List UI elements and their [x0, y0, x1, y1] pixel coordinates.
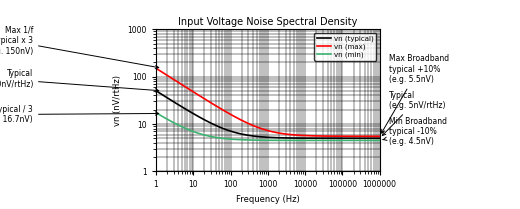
Line: vn (min): vn (min) [156, 113, 380, 140]
Title: Input Voltage Noise Spectral Density: Input Voltage Noise Spectral Density [178, 17, 357, 27]
Text: Typical
(e.g. 50nV/rtHz): Typical (e.g. 50nV/rtHz) [0, 69, 159, 92]
vn (max) [370, 135, 376, 138]
vn (max) [262, 129, 268, 131]
Text: Min 1/f typical / 3
(e.g. 16.7nV): Min 1/f typical / 3 (e.g. 16.7nV) [0, 105, 159, 124]
vn (typical) [164, 97, 171, 99]
vn (min) [370, 139, 376, 142]
vn (max) [164, 74, 171, 77]
Y-axis label: vn (nV/rtHz): vn (nV/rtHz) [113, 75, 122, 126]
vn (typical) [262, 136, 268, 138]
X-axis label: Frequency (Hz): Frequency (Hz) [236, 195, 300, 204]
Text: Typical
(e.g. 5nV/rtHz): Typical (e.g. 5nV/rtHz) [382, 91, 445, 135]
vn (min) [329, 139, 335, 142]
Line: vn (max): vn (max) [156, 68, 380, 136]
Text: Max Broadband
typical +10%
(e.g. 5.5nV): Max Broadband typical +10% (e.g. 5.5nV) [382, 54, 449, 133]
vn (typical) [370, 137, 376, 140]
vn (max) [329, 135, 335, 137]
vn (min) [376, 139, 383, 142]
vn (max) [256, 126, 262, 129]
vn (typical) [370, 137, 376, 140]
vn (min) [256, 139, 262, 141]
Text: Min Broadband
typical -10%
(e.g. 4.5nV): Min Broadband typical -10% (e.g. 4.5nV) [383, 117, 447, 147]
vn (typical) [376, 137, 383, 140]
vn (min) [370, 139, 376, 142]
vn (max) [370, 135, 376, 138]
vn (typical) [153, 89, 159, 92]
Line: vn (typical): vn (typical) [156, 91, 380, 138]
vn (typical) [256, 135, 262, 138]
vn (typical) [329, 137, 335, 139]
vn (min) [153, 111, 159, 114]
Legend: vn (typical), vn (max), vn (min): vn (typical), vn (max), vn (min) [314, 33, 376, 61]
vn (min) [164, 118, 171, 121]
vn (min) [262, 139, 268, 141]
vn (max) [153, 67, 159, 70]
vn (max) [376, 135, 383, 138]
Text: Max 1/f
typical x 3
(e.g. 150nV): Max 1/f typical x 3 (e.g. 150nV) [0, 26, 159, 69]
